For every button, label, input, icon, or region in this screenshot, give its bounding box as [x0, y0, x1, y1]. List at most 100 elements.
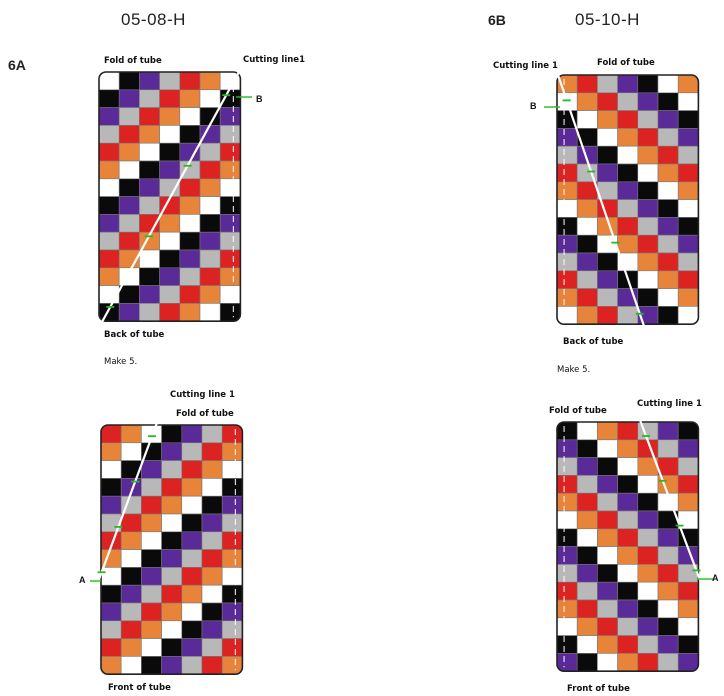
patch-square: [677, 92, 699, 111]
patch-square: [576, 306, 598, 325]
patch-square: [557, 528, 578, 547]
patch-square: [657, 617, 679, 636]
patch-square: [637, 475, 659, 494]
patch-square: [657, 110, 679, 129]
patch-square: [597, 528, 618, 547]
patch-square: [118, 142, 140, 162]
patch-square: [161, 425, 183, 444]
patch-square: [181, 567, 203, 586]
patch-square: [199, 214, 221, 233]
patch-grid: [557, 422, 699, 672]
patch-square: [201, 425, 223, 444]
patch-square: [219, 160, 241, 180]
patch-square: [597, 564, 618, 583]
patch-square: [657, 75, 679, 94]
patch-square: [637, 581, 659, 601]
patch-square: [597, 252, 618, 272]
patch-square: [120, 549, 142, 568]
block-outline: [556, 74, 700, 325]
patch-square: [576, 110, 598, 129]
patch-square: [576, 270, 598, 289]
patch-square: [181, 495, 203, 515]
patch-square: [101, 656, 122, 675]
patch-square: [617, 234, 639, 254]
patch-square: [118, 231, 140, 251]
patch-square: [199, 72, 221, 91]
patch-square: [219, 249, 241, 269]
patch-square: [557, 128, 578, 147]
patch-square: [617, 110, 639, 129]
patch-square: [637, 617, 659, 636]
patch-square: [221, 460, 243, 479]
patch-square: [161, 460, 183, 479]
fold-of-tube-label: Fold of tube: [176, 409, 234, 419]
patch-square: [576, 217, 598, 236]
patch-square: [219, 267, 241, 286]
patch-square: [637, 492, 659, 512]
patch-square: [99, 249, 120, 269]
patch-square: [617, 564, 639, 583]
fold-of-tube-label: Fold of tube: [104, 56, 162, 66]
patch-square: [120, 531, 142, 550]
patch-square: [677, 617, 699, 636]
patch-square: [139, 72, 160, 91]
section-label-6a: 6A: [8, 57, 26, 73]
patch-square: [221, 478, 243, 497]
patch-square: [637, 145, 659, 165]
cutting-line-label: Cutting line 1: [637, 399, 702, 409]
patch-square: [597, 75, 618, 94]
patch-square: [179, 249, 201, 269]
patch-square: [101, 460, 122, 479]
patch-square: [201, 584, 223, 604]
patch-square: [617, 181, 639, 200]
patch-square: [201, 638, 223, 657]
patch-square: [179, 267, 201, 286]
point-b-label: B: [256, 94, 263, 104]
patch-square: [576, 439, 598, 458]
patch-square: [657, 128, 679, 147]
patch-square: [597, 288, 618, 307]
patch-square: [657, 252, 679, 272]
patch-square: [139, 142, 160, 162]
patch-square: [181, 602, 203, 622]
patch-square: [199, 125, 221, 144]
patch-square: [221, 442, 243, 461]
quilt-block-6b-back: [544, 74, 700, 330]
patch-square: [199, 249, 221, 269]
patch-square: [637, 181, 659, 200]
patch-square: [181, 460, 203, 479]
patch-square: [657, 439, 679, 458]
patch-square: [139, 107, 160, 126]
patch-square: [557, 199, 578, 218]
patch-square: [199, 142, 221, 162]
patch-square: [179, 178, 201, 197]
patch-square: [557, 234, 578, 254]
front-of-tube-label: Front of tube: [108, 683, 171, 693]
patch-square: [201, 531, 223, 550]
patch-square: [557, 653, 578, 672]
patch-square: [617, 475, 639, 494]
patch-square: [657, 234, 679, 254]
block-code-6b: 05-10-H: [575, 10, 640, 29]
patch-square: [179, 89, 201, 108]
cutting-line: [96, 419, 160, 583]
point-b-label: B: [530, 101, 537, 111]
patch-square: [141, 620, 162, 639]
patch-square: [677, 163, 699, 183]
patch-square: [657, 199, 679, 218]
block-outline: [100, 424, 244, 675]
patch-square: [637, 163, 659, 183]
patch-square: [120, 513, 142, 533]
patch-square: [99, 267, 120, 286]
section-label-6b: 6B: [488, 12, 506, 28]
patch-square: [221, 620, 243, 639]
patch-square: [159, 267, 181, 286]
patch-square: [597, 457, 618, 476]
patch-square: [576, 234, 598, 254]
patch-square: [161, 513, 183, 533]
patch-square: [637, 199, 659, 218]
patch-square: [161, 478, 183, 497]
patch-square: [677, 110, 699, 129]
patch-square: [557, 510, 578, 530]
point-a-label: A: [712, 573, 719, 583]
